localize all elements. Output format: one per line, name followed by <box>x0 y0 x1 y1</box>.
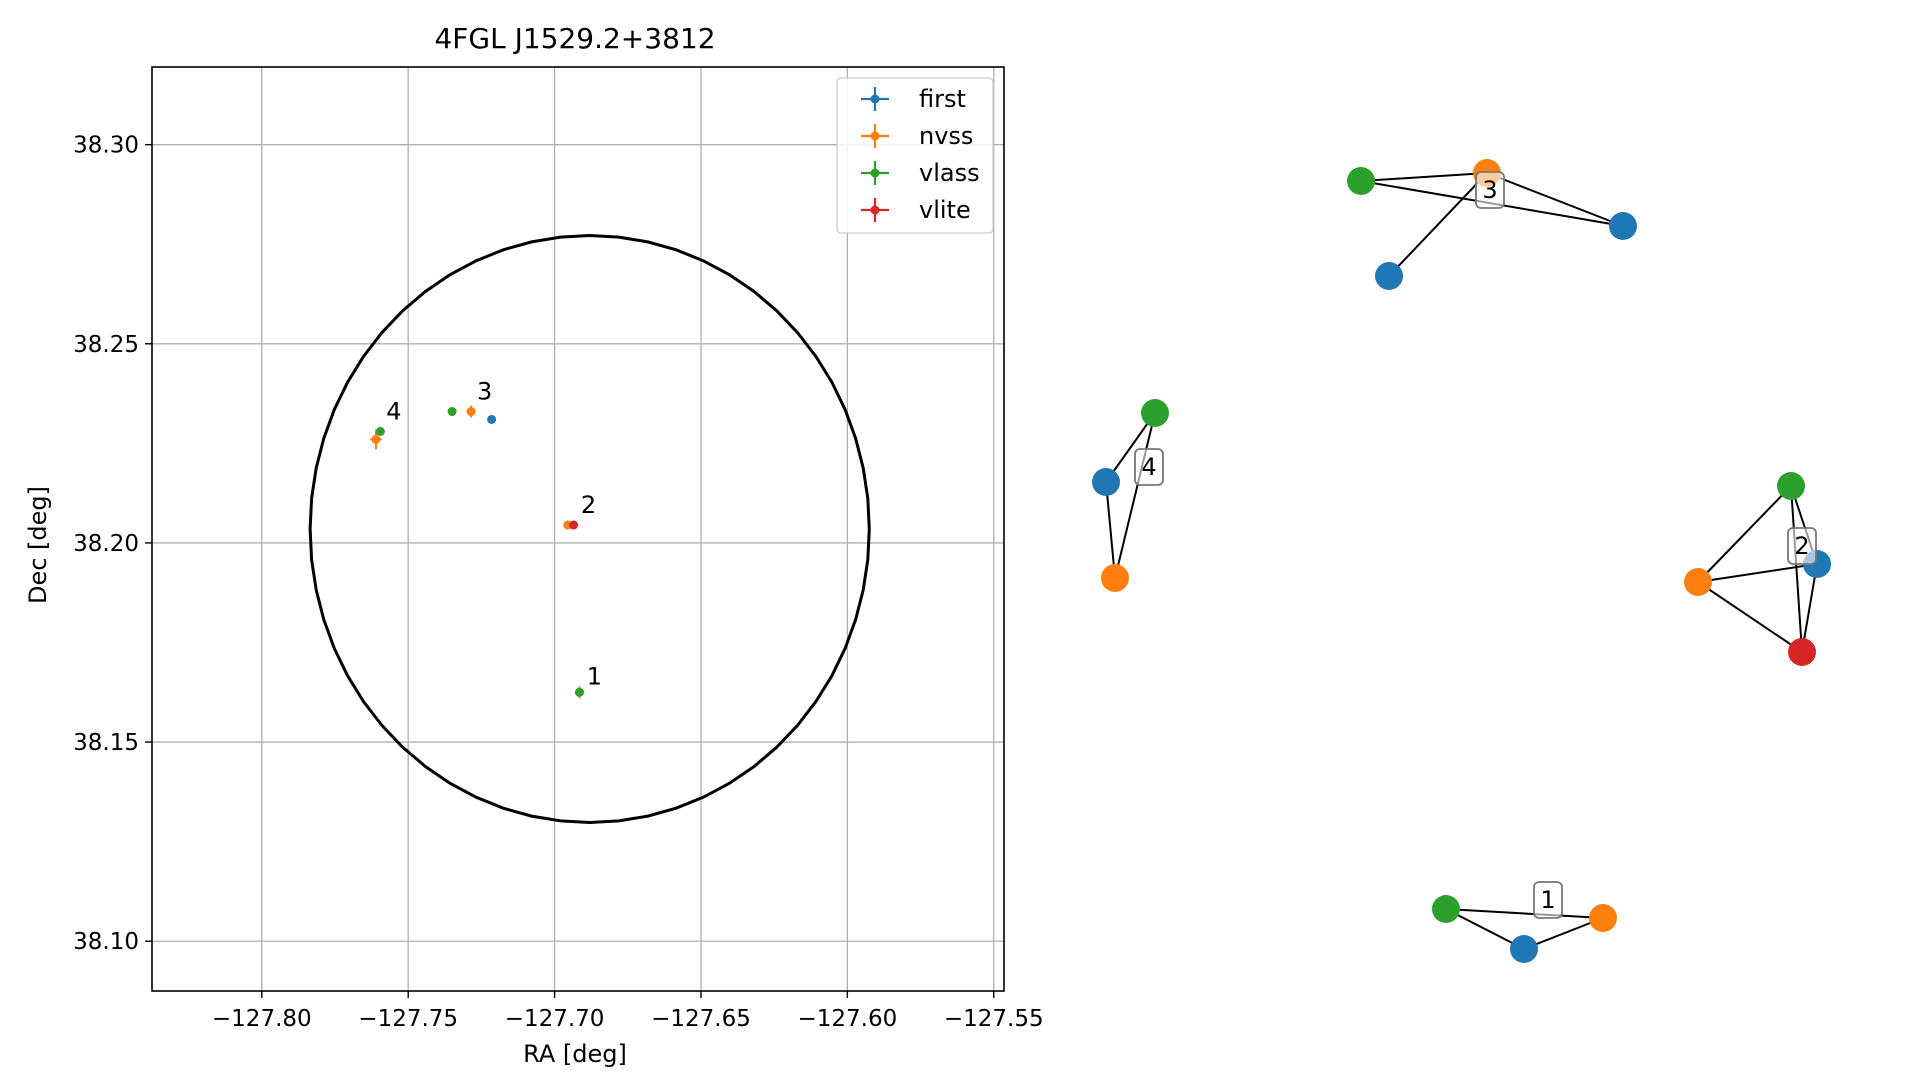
x-tick-label: −127.70 <box>505 1006 605 1032</box>
point-marker <box>574 687 584 697</box>
legend-marker <box>870 205 880 215</box>
network-node-vlass <box>1141 399 1169 427</box>
network-edge <box>1523 917 1604 950</box>
annotation-layer: 1 2 3 4 <box>386 378 602 691</box>
grid-layer <box>152 67 1004 991</box>
network-node-nvss <box>1589 904 1617 932</box>
cluster-annotation: 1 <box>587 662 602 690</box>
points-layer <box>370 405 584 699</box>
data-point-vlass <box>447 407 457 417</box>
x-tick-label: −127.80 <box>212 1006 312 1032</box>
network-edge <box>1388 172 1488 277</box>
x-tick-label: −127.55 <box>944 1006 1044 1032</box>
network-node-nvss <box>1684 568 1712 596</box>
y-axis-label: Dec [deg] <box>24 486 52 604</box>
x-tick-label: −127.65 <box>651 1006 751 1032</box>
network-edge <box>1105 412 1156 483</box>
cluster-label-box <box>1134 448 1164 486</box>
data-point-vlass <box>574 687 584 697</box>
legend-box <box>836 77 994 234</box>
point-marker <box>447 407 457 417</box>
data-point-vlass <box>375 426 385 436</box>
network-panel: 3 4 2 1 <box>1092 159 1831 963</box>
network-node-vlass <box>1432 895 1460 923</box>
cluster-label-box <box>1787 527 1817 565</box>
ellipse-layer <box>308 233 871 825</box>
data-point-nvss <box>370 429 382 450</box>
cluster-annotation: 4 <box>386 397 401 425</box>
x-tick-label: −127.60 <box>797 1006 897 1032</box>
network-node-vlite <box>1788 638 1816 666</box>
network-edge <box>1360 172 1488 182</box>
scatter-panel: 4FGL J1529.2+3812 RA [deg] Dec [deg] 1 2 3… <box>24 22 1044 1068</box>
network-edge <box>1697 563 1818 583</box>
legend-marker <box>870 131 880 141</box>
network-node-first <box>1510 935 1538 963</box>
network-edge <box>1790 485 1803 653</box>
legend-label: vlite <box>919 196 971 224</box>
network-edge <box>1697 581 1803 653</box>
data-point-first <box>487 414 497 424</box>
edge-layer <box>1105 172 1818 950</box>
legend-label: first <box>919 85 966 113</box>
y-tick-label: 38.25 <box>73 332 139 358</box>
network-edge <box>1114 412 1156 579</box>
network-edge <box>1697 485 1792 583</box>
network-edge <box>1801 563 1818 653</box>
axes-frame-layer <box>151 66 1005 992</box>
network-edge <box>1445 908 1525 950</box>
legend: first nvss vlass vlite <box>836 77 994 234</box>
network-edge <box>1486 172 1624 227</box>
chart-title: 4FGL J1529.2+3812 <box>434 22 715 55</box>
network-cluster-label: 1 <box>1533 881 1563 919</box>
cluster-label-box <box>1533 881 1563 919</box>
point-marker <box>487 414 497 424</box>
network-node-vlass <box>1777 472 1805 500</box>
data-point-nvss <box>466 405 476 418</box>
cluster-label-text: 1 <box>1540 886 1555 914</box>
network-node-first <box>1375 262 1403 290</box>
y-tick-label: 38.30 <box>73 133 139 159</box>
legend-entry-nvss: nvss <box>861 122 973 150</box>
tick-layer: −127.80 −127.75 −127.70 −127.65 −127.60 −127.… <box>73 133 1043 1032</box>
legend-entry-first: first <box>861 85 966 113</box>
cluster-label-layer: 3 4 2 1 <box>1134 171 1817 919</box>
cluster-label-text: 3 <box>1482 176 1497 204</box>
data-point-vlite <box>569 520 579 530</box>
network-cluster-label: 4 <box>1134 448 1164 486</box>
legend-entry-vlass: vlass <box>861 159 980 187</box>
cluster-annotation: 3 <box>477 378 492 406</box>
x-axis-label: RA [deg] <box>523 1040 627 1068</box>
legend-label: nvss <box>919 122 973 150</box>
network-cluster-label: 2 <box>1787 527 1817 565</box>
legend-marker <box>870 168 880 178</box>
axes-frame <box>151 66 1005 992</box>
point-marker <box>371 434 381 444</box>
network-edge <box>1105 481 1116 579</box>
cluster-label-text: 2 <box>1794 532 1809 560</box>
y-tick-label: 38.10 <box>73 929 139 955</box>
error-ellipse <box>308 233 871 825</box>
legend-label: vlass <box>919 159 980 187</box>
point-marker <box>569 520 579 530</box>
network-cluster-label: 3 <box>1475 171 1505 209</box>
node-layer <box>1092 159 1831 963</box>
legend-marker <box>870 94 880 104</box>
y-tick-label: 38.20 <box>73 531 139 557</box>
x-tick-label: −127.75 <box>358 1006 458 1032</box>
network-node-first <box>1609 212 1637 240</box>
cluster-label-box <box>1475 171 1505 209</box>
y-tick-label: 38.15 <box>73 730 139 756</box>
network-edge <box>1445 908 1604 919</box>
point-marker <box>466 407 476 417</box>
network-node-vlass <box>1347 167 1375 195</box>
cluster-label-text: 4 <box>1141 453 1156 481</box>
network-node-nvss <box>1101 564 1129 592</box>
legend-entry-vlite: vlite <box>861 196 971 224</box>
point-marker <box>375 426 385 436</box>
network-node-first <box>1092 468 1120 496</box>
cluster-annotation: 2 <box>581 491 596 519</box>
